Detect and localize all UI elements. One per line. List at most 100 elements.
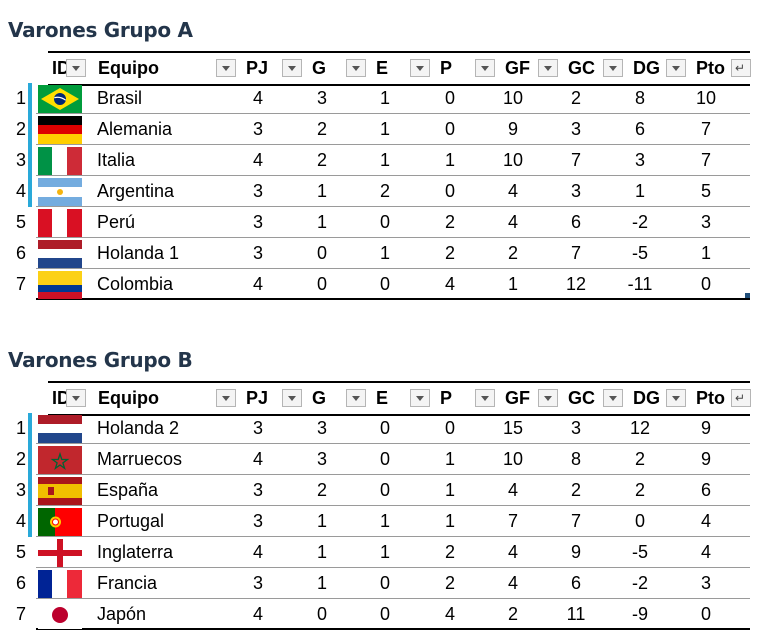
- filter-dropdown-e[interactable]: [410, 59, 430, 77]
- cell-pto: 4: [700, 542, 711, 562]
- table-row[interactable]: 1 Brasil 4 3 1 0 10 2 8 10: [0, 83, 758, 114]
- filter-dropdown-id[interactable]: [66, 59, 86, 77]
- cell-gf: 7: [507, 511, 518, 531]
- row-divider: [36, 268, 750, 269]
- table-row[interactable]: 3 España 3 2 0 1 4 2 2 6: [0, 475, 758, 506]
- cell-pto: 6: [700, 480, 711, 500]
- group-a-highlight-bar: [28, 83, 32, 207]
- header-equipo: Equipo: [98, 58, 159, 78]
- table-resize-handle[interactable]: [745, 293, 750, 298]
- row-id: 6: [16, 243, 27, 263]
- cell-pto: 0: [700, 604, 711, 624]
- cell-gf: 2: [507, 604, 518, 624]
- cell-pj: 4: [252, 150, 263, 170]
- table-row[interactable]: 2 Marruecos 4 3 0 1 10 8 2 9: [0, 444, 758, 475]
- team-name: Portugal: [97, 511, 165, 531]
- filter-dropdown-g[interactable]: [346, 59, 366, 77]
- cell-g: 3: [316, 88, 327, 108]
- cell-pj: 3: [252, 212, 263, 232]
- table-row[interactable]: 7 Japón 4 0 0 4 2 11 -9 0: [0, 599, 758, 630]
- cell-pto: 4: [700, 511, 711, 531]
- cell-gf: 4: [507, 573, 518, 593]
- cell-p: 2: [444, 212, 455, 232]
- cell-dg: -9: [631, 604, 648, 624]
- sort-dropdown-pto[interactable]: ↵: [731, 389, 751, 407]
- cell-g: 2: [316, 480, 327, 500]
- cell-g: 1: [316, 542, 327, 562]
- filter-dropdown-g[interactable]: [346, 389, 366, 407]
- filter-dropdown-gc[interactable]: [603, 389, 623, 407]
- filter-dropdown-equipo[interactable]: [216, 59, 236, 77]
- portugal-flag-icon: [38, 508, 82, 536]
- filter-dropdown-equipo[interactable]: [216, 389, 236, 407]
- table-row[interactable]: 4 Argentina 3 1 2 0 4 3 1 5: [0, 176, 758, 207]
- cell-p: 2: [444, 542, 455, 562]
- filter-dropdown-p[interactable]: [475, 59, 495, 77]
- cell-pj: 3: [252, 418, 263, 438]
- cell-p: 1: [444, 150, 455, 170]
- row-divider: [36, 237, 750, 238]
- filter-dropdown-gc[interactable]: [603, 59, 623, 77]
- cell-e: 1: [379, 243, 390, 263]
- header-id: ID: [52, 388, 66, 408]
- team-name: Japón: [97, 604, 147, 624]
- table-row[interactable]: 3 Italia 4 2 1 1 10 7 3 7: [0, 145, 758, 176]
- filter-dropdown-e[interactable]: [410, 389, 430, 407]
- row-id: 6: [16, 573, 27, 593]
- filter-dropdown-dg[interactable]: [666, 59, 686, 77]
- cell-p: 0: [444, 418, 455, 438]
- team-name: Holanda 2: [97, 418, 180, 438]
- header-dg: DG: [633, 388, 660, 408]
- cell-p: 1: [444, 480, 455, 500]
- cell-pj: 4: [252, 542, 263, 562]
- table-row[interactable]: 4 Portugal 3 1 1 1 7 7 0 4: [0, 506, 758, 537]
- cell-pj: 3: [252, 243, 263, 263]
- cell-pj: 3: [252, 119, 263, 139]
- table-row[interactable]: 6 Francia 3 1 0 2 4 6 -2 3: [0, 568, 758, 599]
- cell-gf: 1: [507, 274, 518, 294]
- filter-dropdown-gf[interactable]: [538, 389, 558, 407]
- row-divider: [36, 206, 750, 207]
- row-divider: [36, 298, 750, 300]
- filter-dropdown-pj[interactable]: [282, 59, 302, 77]
- cell-g: 3: [316, 418, 327, 438]
- row-id: 5: [16, 542, 27, 562]
- team-name: España: [97, 480, 159, 500]
- cell-dg: -2: [631, 573, 648, 593]
- cell-gc: 7: [570, 243, 581, 263]
- table-row[interactable]: 1 Holanda 2 3 3 0 0 15 3 12 9: [0, 413, 758, 444]
- cell-e: 0: [379, 418, 390, 438]
- table-row[interactable]: 6 Holanda 1 3 0 1 2 2 7 -5 1: [0, 238, 758, 269]
- cell-e: 0: [379, 274, 390, 294]
- cell-g: 0: [316, 274, 327, 294]
- cell-gc: 12: [565, 274, 587, 294]
- filter-dropdown-p[interactable]: [475, 389, 495, 407]
- row-id: 5: [16, 212, 27, 232]
- cell-e: 0: [379, 212, 390, 232]
- table-row[interactable]: 5 Perú 3 1 0 2 4 6 -2 3: [0, 207, 758, 238]
- filter-dropdown-gf[interactable]: [538, 59, 558, 77]
- sort-dropdown-pto[interactable]: ↵: [731, 59, 751, 77]
- filter-dropdown-id[interactable]: [66, 389, 86, 407]
- header-id: ID: [52, 58, 66, 78]
- cell-gf: 4: [507, 181, 518, 201]
- cell-p: 4: [444, 604, 455, 624]
- filter-dropdown-pj[interactable]: [282, 389, 302, 407]
- table-row[interactable]: 5 Inglaterra 4 1 1 2 4 9 -5 4: [0, 537, 758, 568]
- cell-p: 0: [444, 181, 455, 201]
- cell-gf: 4: [507, 480, 518, 500]
- row-divider: [36, 175, 750, 176]
- table-row[interactable]: 7 Colombia 4 0 0 4 1 12 -11 0: [0, 269, 758, 300]
- header-gf: GF: [505, 388, 530, 408]
- filter-dropdown-dg[interactable]: [666, 389, 686, 407]
- cell-pto: 9: [700, 418, 711, 438]
- row-id: 1: [16, 88, 27, 108]
- cell-dg: 2: [634, 449, 645, 469]
- header-p: P: [440, 58, 453, 78]
- cell-gf: 10: [502, 150, 524, 170]
- table-row[interactable]: 2 Alemania 3 2 1 0 9 3 6 7: [0, 114, 758, 145]
- france-flag-icon: [38, 570, 82, 598]
- cell-gc: 3: [570, 418, 581, 438]
- cell-p: 1: [444, 511, 455, 531]
- cell-pto: 3: [700, 573, 711, 593]
